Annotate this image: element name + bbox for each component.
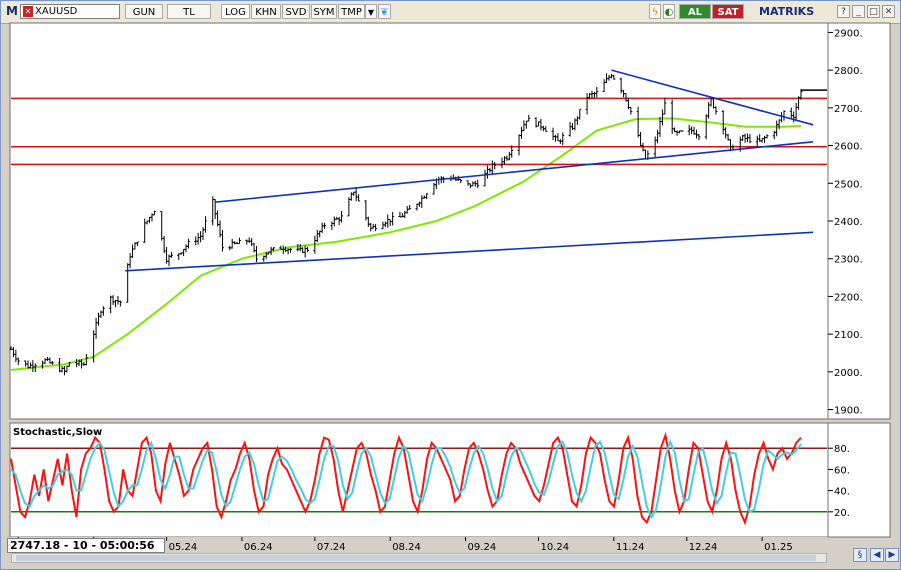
scroll-right-icon[interactable]: ▶ xyxy=(885,548,899,562)
price-tick-label: 2300. xyxy=(834,255,863,266)
refresh-icon[interactable]: ◐ xyxy=(663,4,675,19)
price-tick-label: 2800. xyxy=(834,66,863,77)
price-tick-label: 2000. xyxy=(834,368,863,379)
price-panel[interactable] xyxy=(9,22,829,420)
maximize-icon[interactable]: □ xyxy=(867,5,880,18)
price-tick-label: 2200. xyxy=(834,292,863,303)
stochastic-tick-label: 20. xyxy=(834,508,850,519)
period-gun-button[interactable]: GUN xyxy=(125,4,163,19)
stochastic-tick-label: 40. xyxy=(834,487,850,498)
trend-line xyxy=(611,69,814,126)
minimize-icon[interactable]: _ xyxy=(852,5,865,18)
brand-logo: MATRIKS xyxy=(759,5,815,18)
buy-button[interactable]: AL xyxy=(679,4,711,19)
app-logo[interactable]: M xyxy=(6,4,18,18)
scrollbar-thumb[interactable] xyxy=(16,555,816,561)
date-tick-label: 06.24 xyxy=(244,542,273,553)
trend-line xyxy=(125,231,814,272)
date-tick-label: 12.24 xyxy=(689,542,718,553)
tl-button[interactable]: TL xyxy=(167,4,211,19)
sym-button[interactable]: SYM xyxy=(311,4,337,19)
stochastic-tick-label: 80. xyxy=(834,444,850,455)
date-tick-label: 11.24 xyxy=(616,542,645,553)
cursor-readout: 2747.18 - 10 - 05:00:56 xyxy=(7,538,165,553)
price-tick-label: 2100. xyxy=(834,330,863,341)
toolbar: M ✕ XAUUSD GUN TL LOG KHN SVD SYM TMP ▼ … xyxy=(1,1,900,24)
sync-icon[interactable]: § xyxy=(853,548,867,562)
stochastic-title: Stochastic,Slow xyxy=(13,427,102,438)
date-axis xyxy=(10,537,828,553)
trend-line xyxy=(215,141,814,203)
date-tick-label: 05.24 xyxy=(169,542,198,553)
price-tick-label: 2500. xyxy=(834,179,863,190)
scroll-left-icon[interactable]: ◀ xyxy=(870,548,884,562)
symbol-input[interactable]: ✕ XAUUSD xyxy=(20,4,120,19)
stochastic-axis[interactable] xyxy=(827,422,891,538)
lightning-icon[interactable]: ϟ xyxy=(649,4,661,19)
moving-average-line xyxy=(10,117,802,371)
sell-button[interactable]: SAT xyxy=(712,4,744,19)
close-icon[interactable]: ✕ xyxy=(23,6,33,17)
date-tick-label: 01.25 xyxy=(764,542,793,553)
close-window-icon[interactable]: ✕ xyxy=(882,5,895,18)
symbol-label: XAUUSD xyxy=(35,6,78,17)
date-tick-label: 10.24 xyxy=(540,542,569,553)
khn-button[interactable]: KHN xyxy=(251,4,281,19)
svd-button[interactable]: SVD xyxy=(282,4,310,19)
date-tick-label: 09.24 xyxy=(468,542,497,553)
price-tick-label: 1900. xyxy=(834,406,863,417)
tmp-button[interactable]: TMP xyxy=(338,4,365,19)
log-button[interactable]: LOG xyxy=(221,4,250,19)
help-icon[interactable]: ? xyxy=(837,5,850,18)
price-tick-label: 2900. xyxy=(834,28,863,39)
stochastic-panel[interactable] xyxy=(9,422,829,538)
triangle-down-icon[interactable]: ▼ xyxy=(365,4,377,19)
bird-icon[interactable]: ❦ xyxy=(378,4,391,19)
price-tick-label: 2600. xyxy=(834,142,863,153)
price-tick-label: 2700. xyxy=(834,104,863,115)
price-tick-label: 2400. xyxy=(834,217,863,228)
stochastic-line xyxy=(10,439,802,520)
date-tick-label: 07.24 xyxy=(317,542,346,553)
time-scrollbar[interactable] xyxy=(11,553,827,563)
stochastic-tick-label: 60. xyxy=(834,465,850,476)
price-axis[interactable] xyxy=(827,22,891,420)
date-tick-label: 08.24 xyxy=(392,542,421,553)
stochastic-line xyxy=(10,431,802,526)
